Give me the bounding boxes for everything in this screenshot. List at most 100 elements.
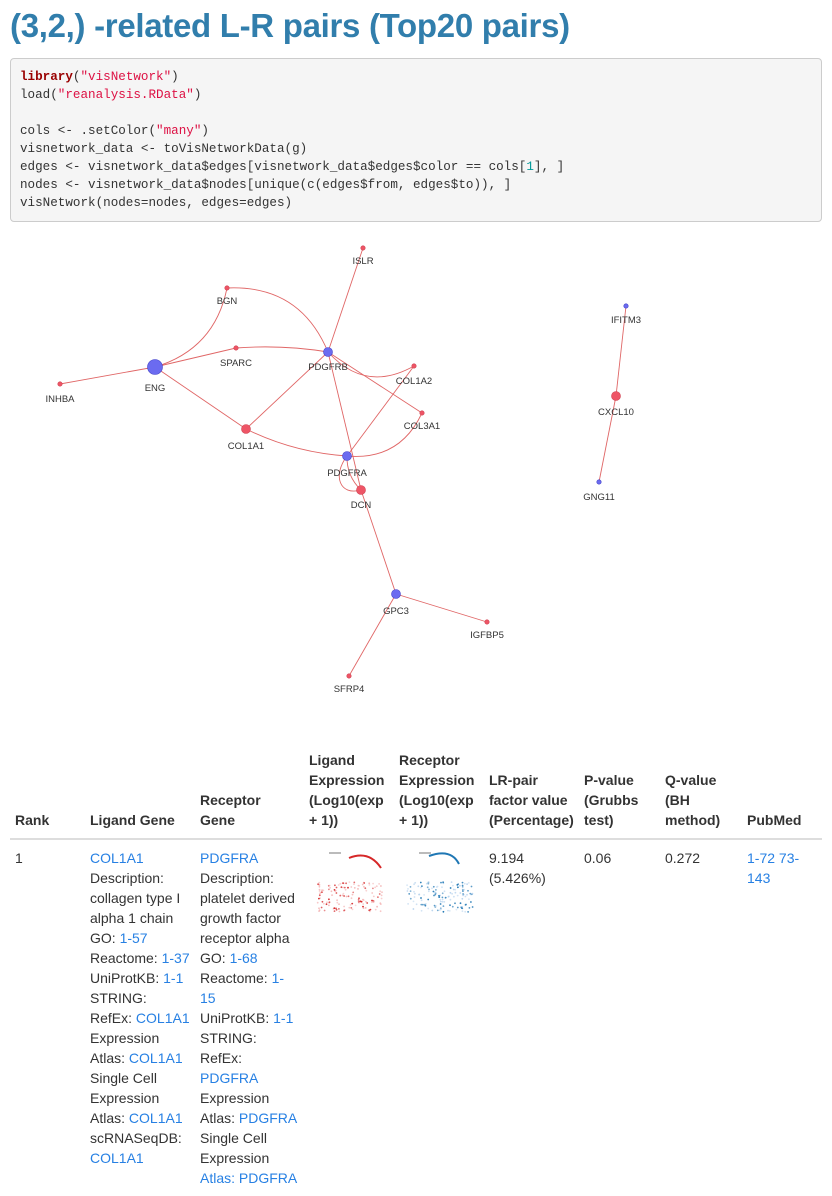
- network-node[interactable]: [242, 425, 251, 434]
- network-node[interactable]: [234, 346, 238, 350]
- plot-point: [378, 883, 380, 885]
- network-canvas[interactable]: ISLR BGN SPARC ENG INHBA PDGFRB COL1A2 COL3A1 CO…: [10, 234, 822, 696]
- network-node[interactable]: [347, 674, 351, 678]
- plot-point: [361, 901, 363, 903]
- plot-point: [440, 908, 442, 910]
- plot-point: [423, 894, 425, 896]
- network-node-label: IGFBP5: [470, 630, 504, 641]
- network-edge[interactable]: [347, 413, 422, 456]
- network-node-label: COL1A2: [396, 376, 432, 387]
- code-token: cols <- .setColor(: [20, 124, 156, 138]
- receptor-scea-link[interactable]: Atlas: PDGFRA: [200, 1170, 297, 1186]
- plot-point: [457, 886, 459, 888]
- plot-point: [435, 892, 437, 894]
- plot-point: [414, 896, 416, 898]
- plot-point: [345, 889, 347, 891]
- network-node[interactable]: [148, 360, 163, 375]
- plot-point: [435, 889, 437, 891]
- plot-point: [363, 886, 365, 888]
- network-edge[interactable]: [236, 347, 328, 352]
- receptor-go-link[interactable]: 1-68: [230, 950, 258, 966]
- network-node[interactable]: [485, 620, 489, 624]
- plot-point: [433, 886, 435, 888]
- plot-point: [466, 883, 468, 885]
- col-rank: Rank: [10, 746, 85, 839]
- plot-point: [371, 892, 373, 894]
- plot-point: [459, 885, 461, 887]
- code-token: visNetwork(nodes=nodes, edges=edges): [20, 196, 292, 210]
- network-node[interactable]: [343, 452, 352, 461]
- plot-point: [433, 895, 435, 897]
- plot-point: [431, 910, 433, 912]
- plot-point: [319, 894, 321, 896]
- network-node-label: COL3A1: [404, 421, 440, 432]
- plot-point: [366, 902, 368, 904]
- receptor-expression-plot[interactable]: [399, 848, 479, 918]
- network-node[interactable]: [58, 382, 62, 386]
- network-node[interactable]: [392, 590, 401, 599]
- network-edge[interactable]: [155, 367, 246, 429]
- network-edge[interactable]: [60, 367, 155, 384]
- network-graph[interactable]: ISLR BGN SPARC ENG INHBA PDGFRB COL1A2 COL3A1 CO…: [10, 234, 822, 696]
- plot-point: [462, 910, 464, 912]
- plot-point: [462, 895, 464, 897]
- plot-point: [336, 892, 338, 894]
- ligand-gene-link[interactable]: COL1A1: [90, 850, 144, 866]
- plot-point: [464, 911, 466, 913]
- plot-point: [459, 892, 461, 894]
- pubmed-link-1[interactable]: 1-72: [747, 850, 775, 866]
- receptor-gene-link[interactable]: PDGFRA: [200, 850, 258, 866]
- ligand-go-link[interactable]: 1-57: [120, 930, 148, 946]
- network-node[interactable]: [412, 364, 416, 368]
- plot-curve: [429, 853, 459, 864]
- plot-point: [342, 882, 344, 884]
- ligand-scea-link[interactable]: COL1A1: [129, 1110, 183, 1126]
- network-node[interactable]: [357, 486, 366, 495]
- code-line: visnetwork_data <- toVisNetworkData(g): [20, 142, 307, 156]
- network-edge[interactable]: [227, 288, 328, 352]
- network-node[interactable]: [361, 246, 365, 250]
- plot-point: [442, 901, 444, 903]
- network-node[interactable]: [597, 480, 601, 484]
- network-edge[interactable]: [396, 594, 487, 622]
- plot-point: [438, 895, 440, 897]
- plot-point: [336, 899, 338, 901]
- network-node[interactable]: [420, 411, 424, 415]
- col-qvalue: Q-value (BH method): [660, 746, 742, 839]
- plot-point: [462, 882, 464, 884]
- page: (3,2,) -related L-R pairs (Top20 pairs) …: [0, 6, 832, 1196]
- plot-point: [449, 910, 451, 912]
- plot-point: [456, 909, 458, 911]
- ligand-expression-plot[interactable]: [309, 848, 389, 918]
- code-token: library: [20, 70, 73, 84]
- network-node[interactable]: [324, 348, 333, 357]
- col-pubmed: PubMed: [742, 746, 822, 839]
- plot-point: [467, 911, 469, 913]
- col-ligand-expression: Ligand Expression (Log10(exp + 1)): [304, 746, 394, 839]
- ligand-reactome-link[interactable]: 1-37: [162, 950, 190, 966]
- receptor-refex-link[interactable]: PDGFRA: [200, 1070, 258, 1086]
- ligand-ea-link[interactable]: COL1A1: [129, 1050, 183, 1066]
- receptor-reactome-label: Reactome:: [200, 970, 268, 986]
- plot-point: [445, 897, 447, 899]
- plot-point: [471, 886, 473, 888]
- ligand-uniprot-link[interactable]: 1-1: [163, 970, 183, 986]
- code-line: load("reanalysis.RData"): [20, 88, 201, 102]
- network-node[interactable]: [612, 392, 621, 401]
- plot-point: [322, 901, 324, 903]
- plot-point: [373, 896, 375, 898]
- page-title: (3,2,) -related L-R pairs (Top20 pairs): [10, 6, 822, 46]
- code-token: ], ]: [534, 160, 564, 174]
- receptor-ea-link[interactable]: PDGFRA: [239, 1110, 297, 1126]
- plot-point: [426, 883, 428, 885]
- network-node[interactable]: [624, 304, 628, 308]
- receptor-uniprot-link[interactable]: 1-1: [273, 1010, 293, 1026]
- ligand-cell: COL1A1 Description: collagen type I alph…: [85, 839, 195, 1196]
- plot-point: [374, 887, 376, 889]
- plot-point: [381, 895, 383, 897]
- plot-point: [427, 899, 429, 901]
- ligand-refex-link[interactable]: COL1A1: [136, 1010, 190, 1026]
- plot-point: [369, 884, 371, 886]
- plot-point: [319, 890, 321, 892]
- network-node[interactable]: [225, 286, 229, 290]
